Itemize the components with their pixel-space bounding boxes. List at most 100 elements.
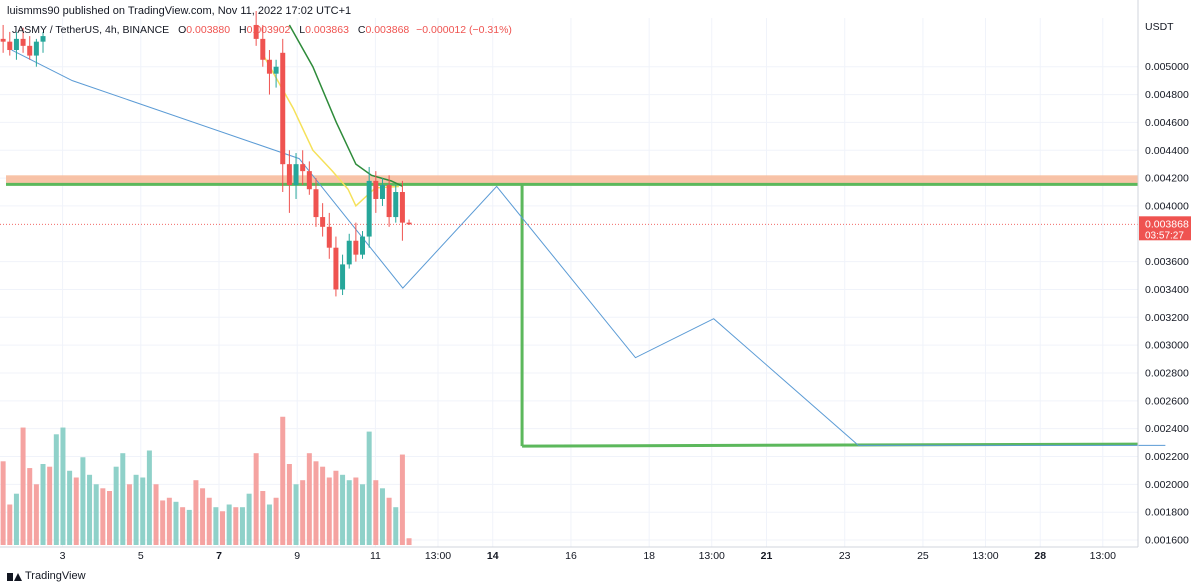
candle bbox=[286, 150, 292, 213]
price-tick-label: 0.003400 bbox=[1145, 284, 1189, 296]
volume-bar bbox=[33, 484, 39, 545]
volume-bar bbox=[53, 434, 59, 545]
time-tick-label: 7 bbox=[216, 550, 222, 562]
candle bbox=[326, 212, 332, 259]
candle bbox=[306, 161, 312, 195]
time-tick-label: 16 bbox=[565, 550, 577, 562]
open-label: O bbox=[178, 24, 187, 36]
symbol-label[interactable]: JASMY / TetherUS, 4h, BINANCE bbox=[12, 24, 170, 36]
volume-bar bbox=[266, 504, 272, 545]
candle bbox=[253, 11, 259, 46]
volume-bar bbox=[180, 507, 186, 545]
candle bbox=[386, 175, 392, 227]
price-tick-label: 0.005000 bbox=[1145, 61, 1189, 73]
grid bbox=[0, 18, 1138, 547]
volume-bar bbox=[226, 504, 232, 545]
candle-body bbox=[326, 226, 332, 248]
price-tick-label: 0.001800 bbox=[1145, 507, 1189, 519]
last-price-value: 0.003868 bbox=[1145, 218, 1189, 230]
volume-bar bbox=[13, 493, 19, 545]
volume-bar bbox=[233, 507, 239, 545]
candle bbox=[406, 219, 412, 226]
candle bbox=[346, 233, 352, 269]
time-tick-label: 14 bbox=[487, 550, 499, 562]
volume-bar bbox=[160, 500, 166, 545]
candle-body bbox=[20, 38, 26, 46]
candle-body bbox=[40, 36, 46, 42]
candle bbox=[333, 236, 339, 297]
volume-bar bbox=[7, 504, 13, 545]
volume-bar bbox=[220, 511, 226, 545]
candle bbox=[27, 36, 33, 60]
high-label: H bbox=[238, 24, 247, 36]
candle bbox=[266, 50, 272, 95]
candle-body bbox=[313, 189, 319, 218]
volume-bars bbox=[0, 416, 412, 545]
volume-bar bbox=[386, 497, 392, 545]
candlesticks bbox=[0, 11, 412, 297]
time-tick-label: 11 bbox=[370, 550, 381, 562]
candle bbox=[7, 31, 13, 56]
volume-bar bbox=[306, 453, 312, 545]
time-tick-label: 3 bbox=[60, 550, 66, 562]
volume-bar bbox=[239, 507, 245, 545]
volume-bar bbox=[300, 480, 306, 545]
price-tick-label: 0.004200 bbox=[1145, 173, 1189, 185]
indicator-lines bbox=[0, 24, 1166, 448]
ema-fast-line bbox=[261, 52, 399, 208]
candle-body bbox=[260, 38, 266, 60]
candle-body bbox=[320, 217, 326, 227]
candle bbox=[40, 31, 46, 53]
candle-body bbox=[333, 247, 339, 290]
volume-bar bbox=[166, 497, 172, 545]
resistance-zone-band bbox=[6, 175, 1138, 186]
candle bbox=[280, 38, 286, 193]
volume-bar bbox=[366, 431, 372, 545]
candle-body bbox=[353, 240, 359, 255]
volume-bar bbox=[153, 484, 159, 545]
volume-bar bbox=[113, 466, 119, 545]
volume-bar bbox=[106, 491, 112, 545]
high-value: 0.003902 bbox=[246, 24, 291, 36]
candle bbox=[393, 185, 399, 223]
candle bbox=[33, 38, 39, 67]
volume-bar bbox=[313, 461, 319, 545]
close-value: 0.003868 bbox=[365, 24, 410, 36]
candle-body bbox=[306, 171, 312, 190]
tradingview-footer[interactable]: TradingView bbox=[7, 570, 86, 582]
volume-bar bbox=[27, 468, 33, 545]
volume-bar bbox=[140, 477, 146, 545]
volume-bar bbox=[340, 474, 346, 545]
volume-bar bbox=[47, 466, 53, 545]
time-tick-label: 28 bbox=[1034, 550, 1046, 562]
time-tick-label: 13:00 bbox=[972, 550, 998, 562]
currency-label: USDT bbox=[1145, 21, 1174, 33]
candle-body bbox=[399, 192, 405, 223]
volume-bar bbox=[200, 488, 206, 545]
price-tick-label: 0.004800 bbox=[1145, 89, 1189, 101]
price-tick-label: 0.002200 bbox=[1145, 451, 1189, 463]
price-tick-label: 0.004400 bbox=[1145, 145, 1189, 157]
candle bbox=[373, 171, 379, 213]
open-value: 0.003880 bbox=[186, 24, 231, 36]
candle-body bbox=[7, 41, 13, 51]
candle-body bbox=[286, 164, 292, 186]
candle-body bbox=[379, 185, 385, 199]
volume-bar bbox=[273, 497, 279, 545]
price-tick-label: 0.004000 bbox=[1145, 200, 1189, 212]
time-tick-label: 18 bbox=[643, 550, 655, 562]
volume-bar bbox=[93, 484, 99, 545]
volume-bar bbox=[20, 427, 26, 545]
volume-bar bbox=[280, 416, 286, 545]
candle bbox=[20, 27, 26, 53]
price-tick-label: 0.002000 bbox=[1145, 479, 1189, 491]
change-value: −0.000012 (−0.31%) bbox=[416, 24, 512, 36]
time-tick-label: 21 bbox=[761, 550, 773, 562]
volume-bar bbox=[73, 477, 79, 545]
last-price-countdown: 03:57:27 bbox=[1145, 230, 1184, 241]
candle bbox=[273, 59, 279, 88]
candle bbox=[0, 24, 6, 53]
candle bbox=[260, 24, 266, 67]
volume-bar bbox=[360, 484, 366, 545]
